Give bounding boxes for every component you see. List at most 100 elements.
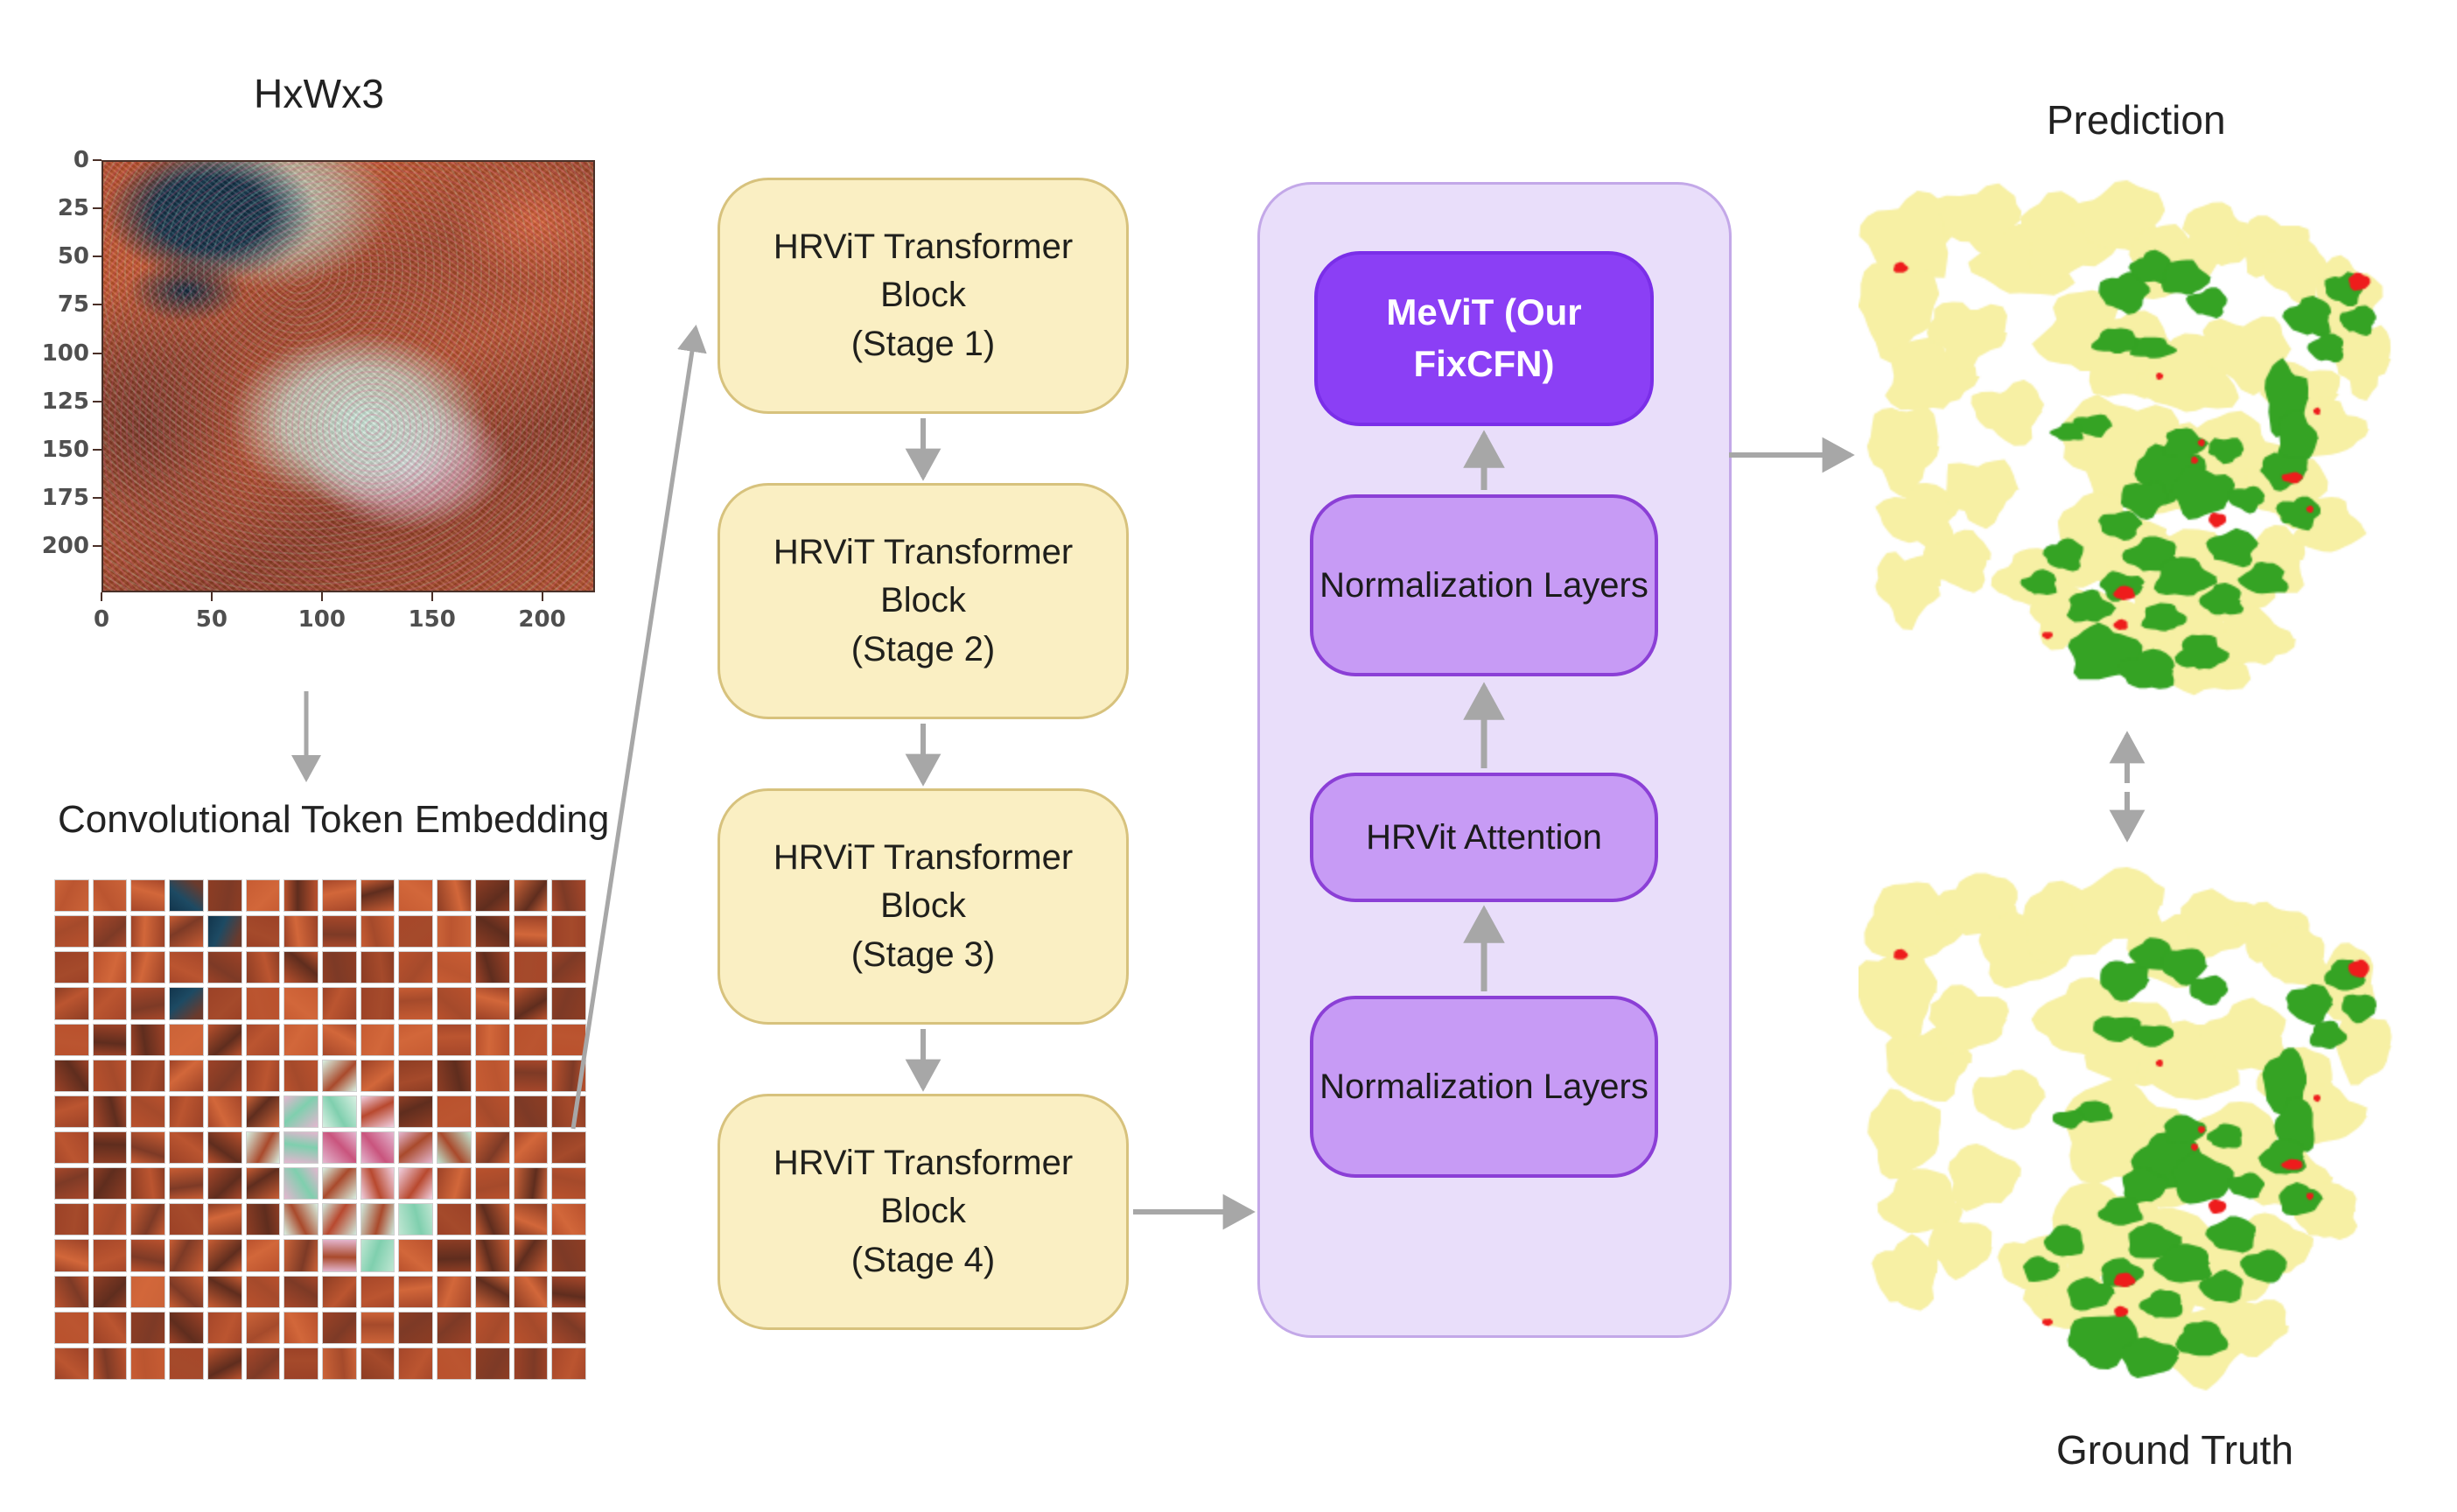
mevit-fixcfn-block[interactable]: MeViT (Our FixCFN) xyxy=(1314,251,1654,426)
token-patch xyxy=(398,1275,434,1308)
token-patch xyxy=(398,915,434,948)
hrvit-block-stage-2[interactable]: HRViT Transformer Block (Stage 2) xyxy=(718,483,1129,719)
token-patch xyxy=(130,1023,166,1056)
token-patch xyxy=(551,1095,586,1128)
token-patch xyxy=(245,1347,281,1380)
token-patch xyxy=(245,1167,281,1200)
token-patch xyxy=(284,1023,318,1056)
y-tick-label: 175 xyxy=(41,484,89,511)
normalization-layers-bottom[interactable]: Normalization Layers xyxy=(1310,996,1658,1178)
token-patch xyxy=(513,951,549,984)
token-patch xyxy=(322,1239,357,1272)
token-patch xyxy=(322,1059,357,1092)
token-patch xyxy=(284,879,318,913)
token-patch xyxy=(245,915,281,948)
token-patch xyxy=(284,915,318,948)
hrvit-attention-block[interactable]: HRVit Attention xyxy=(1310,773,1658,902)
token-patch xyxy=(437,915,472,948)
token-patch xyxy=(245,1311,281,1344)
token-patch xyxy=(513,915,549,948)
token-patch xyxy=(437,987,472,1020)
token-patch xyxy=(245,1239,281,1272)
token-patch xyxy=(206,1311,242,1344)
token-patch xyxy=(474,987,510,1020)
token-patch xyxy=(551,951,586,984)
token-patch xyxy=(92,915,128,948)
hrvit-block-stage-2-line2: Block xyxy=(880,581,966,620)
hrvit-block-stage-2-line1: HRViT Transformer xyxy=(773,533,1074,572)
token-patch xyxy=(54,1311,89,1344)
token-patch xyxy=(130,1203,166,1236)
token-patch xyxy=(360,1059,396,1092)
y-tick-label: 125 xyxy=(41,388,89,415)
hrvit-block-stage-4[interactable]: HRViT Transformer Block (Stage 4) xyxy=(718,1094,1129,1330)
token-patch xyxy=(284,1059,318,1092)
token-patch xyxy=(551,1167,586,1200)
token-patch xyxy=(398,987,434,1020)
hrvit-block-stage-3-line2: Block xyxy=(880,886,966,926)
token-patch xyxy=(360,1130,396,1165)
token-patch xyxy=(54,1023,89,1056)
hrvit-block-stage-4-line1: HRViT Transformer xyxy=(773,1144,1074,1183)
token-patch xyxy=(474,1239,510,1272)
token-patch xyxy=(169,879,204,913)
token-patch xyxy=(284,1203,318,1236)
token-patch xyxy=(130,1095,166,1128)
token-patch xyxy=(513,1311,549,1344)
token-patch xyxy=(437,1239,472,1272)
y-tick-label: 50 xyxy=(57,243,89,270)
token-patch xyxy=(513,1167,549,1200)
token-patch xyxy=(398,1167,434,1200)
token-patch xyxy=(92,1311,128,1344)
token-patch xyxy=(551,1203,586,1236)
normalization-layers-top[interactable]: Normalization Layers xyxy=(1310,494,1658,676)
token-patch xyxy=(398,879,434,913)
token-patch xyxy=(322,1023,357,1056)
token-patch xyxy=(360,951,396,984)
token-patch xyxy=(474,1275,510,1308)
token-patch xyxy=(284,1095,318,1128)
token-patch xyxy=(360,1311,396,1344)
token-patch xyxy=(206,1059,242,1092)
token-patch xyxy=(437,1347,472,1380)
y-tick-label: 150 xyxy=(41,436,89,463)
token-patch xyxy=(437,1167,472,1200)
token-patch xyxy=(551,1023,586,1056)
x-tick-mark xyxy=(210,592,213,601)
token-patch xyxy=(284,1130,318,1165)
token-patch xyxy=(92,987,128,1020)
token-patch xyxy=(169,1059,204,1092)
token-patch xyxy=(169,987,204,1020)
x-tick-label: 200 xyxy=(518,606,566,633)
token-patch xyxy=(360,1023,396,1056)
token-patch xyxy=(474,1059,510,1092)
token-patch xyxy=(551,1347,586,1380)
token-patch xyxy=(474,951,510,984)
token-patch xyxy=(474,1023,510,1056)
token-patch xyxy=(513,1023,549,1056)
token-patch xyxy=(437,951,472,984)
token-patch xyxy=(245,951,281,984)
token-patch xyxy=(513,1059,549,1092)
token-patch xyxy=(54,879,89,913)
hrvit-block-stage-1[interactable]: HRViT Transformer Block (Stage 1) xyxy=(718,178,1129,414)
token-patch xyxy=(360,1275,396,1308)
input-image-title: HxWx3 xyxy=(254,71,385,116)
token-patch xyxy=(130,951,166,984)
token-patch xyxy=(92,1239,128,1272)
token-patch xyxy=(130,1311,166,1344)
y-tick-mark xyxy=(93,304,102,306)
token-patch xyxy=(130,987,166,1020)
hrvit-block-stage-4-line2: Block xyxy=(880,1192,966,1231)
x-tick-mark xyxy=(541,592,543,601)
token-patch xyxy=(474,1347,510,1380)
y-tick-mark xyxy=(93,159,102,161)
token-patch xyxy=(169,951,204,984)
token-patch xyxy=(360,987,396,1020)
token-patch xyxy=(513,1130,549,1165)
token-patch xyxy=(474,1203,510,1236)
hrvit-block-stage-1-line2: Block xyxy=(880,276,966,315)
hrvit-block-stage-3[interactable]: HRViT Transformer Block (Stage 3) xyxy=(718,788,1129,1025)
y-tick-mark xyxy=(93,400,102,402)
token-patch xyxy=(513,1347,549,1380)
